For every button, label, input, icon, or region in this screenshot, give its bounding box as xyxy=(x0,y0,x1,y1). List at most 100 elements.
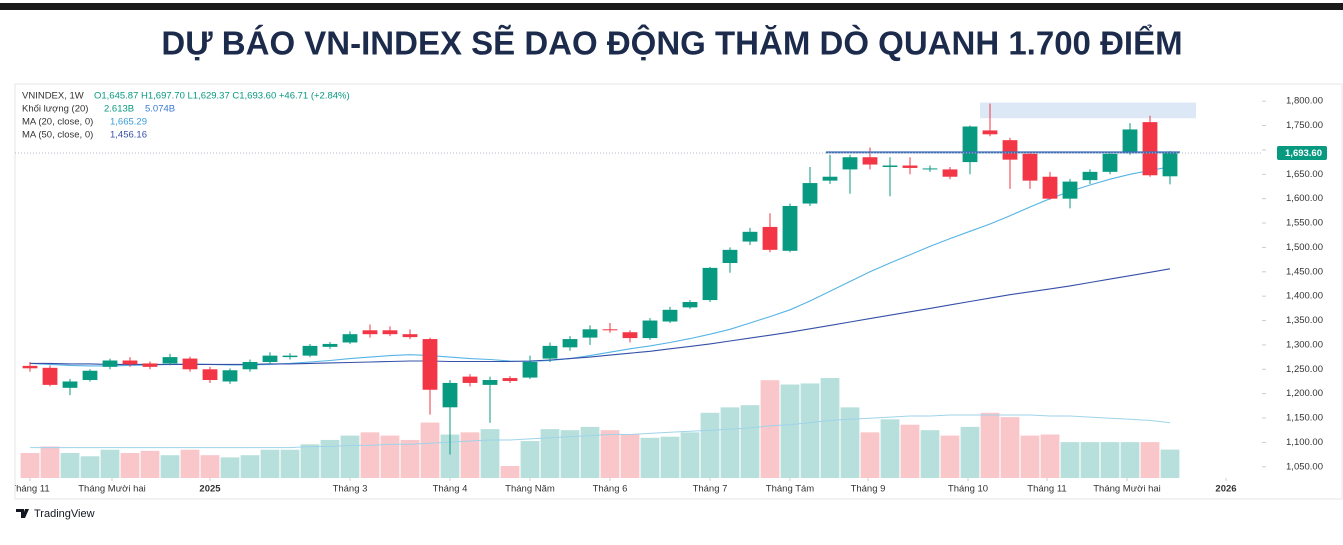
volume-bar xyxy=(560,430,580,478)
last-price-label: 1,693.60 xyxy=(1285,148,1322,159)
volume-bar xyxy=(700,412,720,478)
candle-body xyxy=(582,329,598,338)
x-tick-label: Tháng Tám xyxy=(766,484,814,495)
y-tick-label: 1,500.00 xyxy=(1286,242,1323,253)
last-price-box xyxy=(1277,146,1327,161)
y-tick-label: 1,550.00 xyxy=(1286,218,1323,229)
candle-body xyxy=(742,231,758,242)
volume-bar xyxy=(200,455,220,478)
legend-ohlc: O1,645.87 H1,697.70 L1,629.37 C1,693.60 … xyxy=(94,91,350,102)
candle-body xyxy=(922,168,938,170)
volume-bar xyxy=(820,378,840,478)
volume-bar xyxy=(240,455,260,478)
candle-body xyxy=(1062,181,1078,199)
legend-ma50: MA (50, close, 0) xyxy=(22,130,93,141)
volume-bar xyxy=(1100,442,1120,478)
x-tick-label: Tháng 3 xyxy=(333,484,368,495)
volume-bar xyxy=(600,430,620,478)
volume-bar xyxy=(40,446,60,478)
volume-bar xyxy=(340,435,360,478)
candle-body xyxy=(762,226,778,250)
candle-body xyxy=(842,157,858,170)
candle-body xyxy=(502,378,518,381)
y-tick-label: 1,800.00 xyxy=(1286,96,1323,107)
volume-bar xyxy=(920,430,940,478)
legend-volume-ma: 5.074B xyxy=(145,104,175,115)
candle-body xyxy=(442,382,458,408)
volume-bar xyxy=(1120,442,1140,478)
y-tick-label: 1,750.00 xyxy=(1286,120,1323,131)
y-tick-label: 1,200.00 xyxy=(1286,388,1323,399)
ma-line xyxy=(29,166,1171,367)
x-tick-label: Tháng Mười hai xyxy=(78,484,146,495)
volume-bar xyxy=(420,422,440,478)
candle-body xyxy=(402,334,418,338)
candle-body xyxy=(1042,176,1058,199)
volume-bar xyxy=(120,453,140,478)
brand-logo: TradingView xyxy=(16,508,95,520)
candle-body xyxy=(1162,153,1178,177)
volume-bar xyxy=(980,412,1000,478)
candle-body xyxy=(822,176,838,181)
x-tick-label: Tháng 11 xyxy=(10,484,49,495)
candle-body xyxy=(382,330,398,335)
y-tick-label: 1,150.00 xyxy=(1286,413,1323,424)
candle-body xyxy=(82,370,98,381)
candle-body xyxy=(662,309,678,322)
x-tick-label: Tháng Năm xyxy=(505,484,555,495)
x-tick-label: Tháng 7 xyxy=(693,484,728,495)
y-tick-label: 1,300.00 xyxy=(1286,339,1323,350)
volume-bar xyxy=(720,407,740,478)
volume-bar xyxy=(80,456,100,478)
legend: VNINDEX, 1W O1,645.87 H1,697.70 L1,629.3… xyxy=(22,91,350,141)
x-tick-label: Tháng 10 xyxy=(948,484,988,495)
candle-body xyxy=(1002,140,1018,160)
candle-body xyxy=(362,330,378,335)
volume-bar xyxy=(1140,442,1160,478)
volume-bar xyxy=(680,432,700,478)
legend-ma50-value: 1,456.16 xyxy=(110,130,147,141)
plot: Tháng 11 Tháng Mười hai 2025 Tháng 3 Tháng 4… xyxy=(10,102,1237,495)
volume-bar xyxy=(880,419,900,478)
candle-body xyxy=(962,126,978,163)
volume-bar xyxy=(660,436,680,478)
x-tick-label: 2026 xyxy=(1215,484,1236,495)
volume-bar xyxy=(1020,435,1040,478)
volume-bar xyxy=(60,453,80,478)
candle-body xyxy=(902,165,918,168)
candle-body xyxy=(562,339,578,348)
volume-bar xyxy=(740,405,760,478)
volume-bar xyxy=(1060,442,1080,478)
volume-bar xyxy=(620,434,640,478)
candle-body xyxy=(482,380,498,385)
legend-ma20-value: 1,665.29 xyxy=(110,117,147,128)
top-bar xyxy=(0,3,1343,10)
volume-bar xyxy=(100,449,120,478)
y-tick-label: 1,400.00 xyxy=(1286,291,1323,302)
candle-body xyxy=(542,345,558,359)
volume-bar xyxy=(480,429,500,478)
candle-body xyxy=(42,367,58,385)
volume-bar xyxy=(500,466,520,478)
candle-body xyxy=(162,357,178,364)
candle-body xyxy=(602,329,618,331)
volume-bar xyxy=(280,449,300,478)
volume-bar xyxy=(380,435,400,478)
volume-bar xyxy=(760,380,780,478)
y-tick-label: 1,050.00 xyxy=(1286,461,1323,472)
y-tick-label: 1,650.00 xyxy=(1286,169,1323,180)
volume-bar xyxy=(1040,434,1060,478)
candle-body xyxy=(202,369,218,381)
candle-body xyxy=(622,332,638,339)
volume-bar xyxy=(860,432,880,478)
candle-body xyxy=(1022,153,1038,181)
target-zone xyxy=(980,102,1196,119)
candle-body xyxy=(302,345,318,356)
x-tick-label: Tháng 9 xyxy=(851,484,886,495)
volume-bar xyxy=(320,439,340,478)
volume-bar xyxy=(960,426,980,478)
volume-ma-line xyxy=(30,414,1171,449)
candle-body xyxy=(1142,122,1158,176)
candle-body xyxy=(142,363,158,367)
volume-bar xyxy=(300,444,320,478)
